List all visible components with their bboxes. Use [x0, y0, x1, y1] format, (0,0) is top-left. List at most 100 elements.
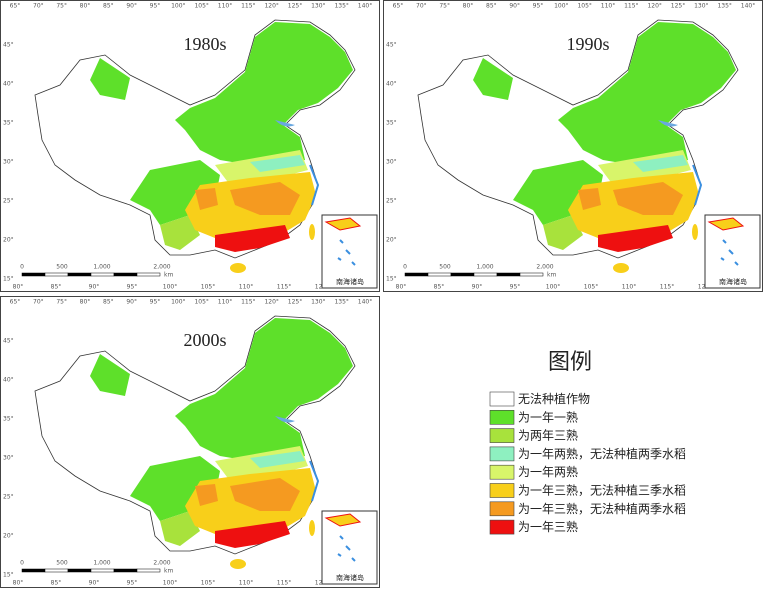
lon-label: 65°: [10, 3, 21, 10]
lon-label: 95°: [150, 299, 161, 306]
scale-label: 2,000: [153, 264, 170, 271]
lon-label: 70°: [33, 299, 44, 306]
lon-label: 130°: [694, 3, 708, 10]
legend-label: 为一年三熟: [518, 519, 578, 534]
scale-label: 500: [439, 264, 451, 271]
lon-label: 80°: [80, 3, 91, 10]
legend-swatch: [489, 446, 515, 462]
scale-bar-segment: [21, 272, 46, 277]
scale-bar-segment: [90, 272, 115, 277]
lon-label: 125°: [288, 299, 302, 306]
lon-label: 75°: [56, 299, 67, 306]
lon-label: 110°: [622, 284, 636, 291]
lat-label: 35°: [386, 120, 397, 127]
lat-label: 25°: [386, 198, 397, 205]
lon-label: 100°: [171, 299, 185, 306]
lon-label: 85°: [51, 284, 62, 291]
lat-label: 40°: [3, 81, 14, 88]
lon-label: 115°: [241, 299, 255, 306]
lon-label: 70°: [416, 3, 427, 10]
panel-title: 1980s: [183, 34, 226, 54]
lat-label: 45°: [386, 42, 397, 49]
lat-label: 45°: [3, 42, 14, 49]
lat-label: 20°: [386, 237, 397, 244]
scale-bar-segment: [44, 272, 69, 277]
scale-label: 0: [20, 264, 24, 271]
lon-label: 90°: [126, 3, 137, 10]
lon-label: 105°: [194, 3, 208, 10]
lon-label: 105°: [577, 3, 591, 10]
map-panel: 2000s 65° 70° 75° 80° 85° 90° 95° 100° 105° 110° 11…: [0, 296, 380, 588]
lon-label: 80°: [13, 580, 24, 587]
scale-label: 1,000: [476, 264, 493, 271]
lon-label: 105°: [201, 580, 215, 587]
lon-label: 95°: [127, 284, 138, 291]
lon-label: 90°: [89, 580, 100, 587]
lon-label: 75°: [56, 3, 67, 10]
lon-label: 135°: [334, 3, 348, 10]
inset-islands: [337, 239, 356, 266]
legend-swatch: [489, 409, 515, 425]
lon-label: 115°: [277, 284, 291, 291]
scale-unit: km: [164, 272, 173, 279]
lon-label: 75°: [439, 3, 450, 10]
legend-label: 为两年三熟: [518, 428, 578, 443]
legend-label: 为一年两熟: [518, 464, 578, 479]
lon-label: 105°: [584, 284, 598, 291]
lon-label: 105°: [194, 299, 208, 306]
legend-label: 无法种植作物: [518, 391, 590, 406]
lon-label: 95°: [533, 3, 544, 10]
lon-label: 110°: [218, 3, 232, 10]
lon-label: 90°: [472, 284, 483, 291]
scale-bar-segment: [136, 272, 161, 277]
inset-label: 南海诸岛: [719, 277, 747, 286]
legend-label: 为一年三熟，无法种植三季水稻: [518, 483, 686, 498]
legend-swatch: [489, 464, 515, 480]
lon-label: 100°: [171, 3, 185, 10]
lon-label: 140°: [358, 299, 372, 306]
map-panel: 1980s 65° 70° 75° 80° 85° 90° 95° 100° 105° 110° 11…: [0, 0, 380, 292]
lat-label: 35°: [3, 120, 14, 127]
lon-label: 100°: [546, 284, 560, 291]
lon-label: 95°: [127, 580, 138, 587]
lat-label: 35°: [3, 416, 14, 423]
lon-label: 80°: [13, 284, 24, 291]
legend-swatch: [489, 428, 515, 443]
lon-label: 95°: [150, 3, 161, 10]
panel-title: 2000s: [183, 330, 226, 350]
legend-label: 为一年一熟: [518, 409, 578, 424]
lon-label: 115°: [660, 284, 674, 291]
lat-label: 15°: [386, 276, 397, 283]
lon-label: 140°: [358, 3, 372, 10]
legend-swatch: [489, 483, 515, 498]
scale-bar-segment: [113, 272, 138, 277]
scale-label: 0: [20, 560, 24, 567]
lat-label: 20°: [3, 533, 14, 540]
lon-label: 85°: [434, 284, 445, 291]
lon-label: 80°: [80, 299, 91, 306]
lon-label: 80°: [396, 284, 407, 291]
lon-label: 85°: [486, 3, 497, 10]
scale-bar-segment: [427, 272, 452, 277]
scale-bar-segment: [404, 272, 429, 277]
inset-label: 南海诸岛: [336, 277, 364, 286]
scale-bar-segment: [113, 568, 138, 573]
panel-title: 1990s: [566, 34, 609, 54]
scale-bar-segment: [473, 272, 498, 277]
lon-label: 110°: [239, 284, 253, 291]
lon-label: 135°: [717, 3, 731, 10]
legend-swatch: [489, 519, 515, 535]
lon-label: 65°: [393, 3, 404, 10]
lon-label: 100°: [163, 284, 177, 291]
inset-islands: [720, 239, 739, 266]
lat-label: 25°: [3, 494, 14, 501]
legend-label: 为一年三熟，无法种植两季水稻: [518, 501, 686, 516]
lon-label: 140°: [741, 3, 755, 10]
lat-label: 15°: [3, 276, 14, 283]
scale-label: 0: [403, 264, 407, 271]
lon-label: 130°: [311, 299, 325, 306]
scale-label: 500: [56, 560, 68, 567]
lat-label: 20°: [3, 237, 14, 244]
lon-label: 115°: [241, 3, 255, 10]
